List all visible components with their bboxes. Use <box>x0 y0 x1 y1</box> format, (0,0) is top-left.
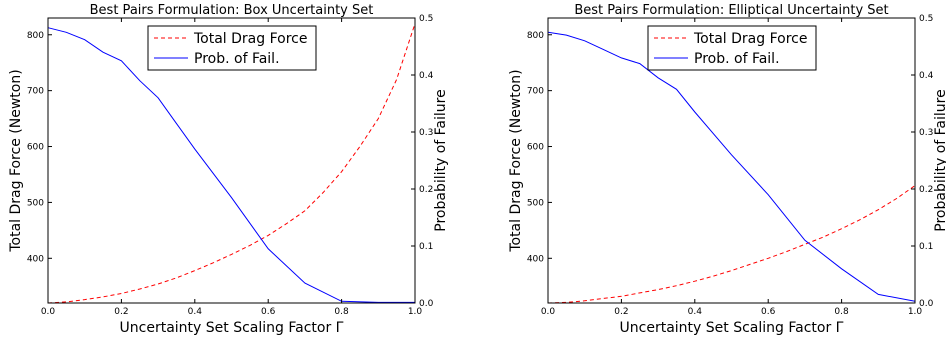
x-tick-label: 0.6 <box>761 307 776 317</box>
x-tick-label: 0.8 <box>834 307 849 317</box>
y2-tick-label: 0.2 <box>919 185 933 195</box>
y2-tick-label: 0.4 <box>419 71 434 81</box>
legend: Total Drag Force Prob. of Fail. <box>647 25 817 71</box>
series-line-prob-of-fail <box>47 27 415 303</box>
y2-axis-label: Probability of Failure <box>433 89 449 231</box>
x-axis-label: Uncertainty Set Scaling Factor Γ <box>620 320 844 336</box>
x-tick-label: 1.0 <box>408 307 423 317</box>
x-tick-label: 0.0 <box>541 307 556 317</box>
legend-label: Total Drag Force <box>693 31 807 47</box>
y2-tick-label: 0.0 <box>919 299 934 309</box>
y2-tick-label: 0.2 <box>419 185 433 195</box>
x-tick-label: 0.2 <box>114 307 128 317</box>
legend: Total Drag Force Prob. of Fail. <box>147 25 317 71</box>
y-tick-label: 500 <box>527 198 544 208</box>
series-line-total-drag-force <box>47 23 416 304</box>
chart-title: Best Pairs Formulation: Elliptical Uncer… <box>574 3 888 18</box>
chart-1: 0.0 0.2 0.4 0.6 0.8 1.0 400 500 600 700 800 0.0 0.1 0… <box>8 3 449 336</box>
legend-box <box>647 25 817 71</box>
plot-frame <box>547 17 916 304</box>
series-line-prob-of-fail <box>547 31 916 302</box>
x-tick-label: 0.8 <box>334 307 349 317</box>
series-line-total-drag-force <box>547 185 916 304</box>
plot-frame <box>47 17 416 304</box>
x-tick-label: 0.6 <box>261 307 276 317</box>
y2-tick-label: 0.3 <box>919 128 933 138</box>
x-tick-label: 1.0 <box>908 307 923 317</box>
y-tick-label: 700 <box>527 87 544 97</box>
y2-tick-label: 0.4 <box>919 71 934 81</box>
legend-box <box>147 25 317 71</box>
chart-2: 0.0 0.2 0.4 0.6 0.8 1.0 400 500 600 700 800 0.0 0.1 0… <box>508 3 946 336</box>
y2-tick-label: 0.1 <box>419 242 433 252</box>
legend-label: Total Drag Force <box>193 31 307 47</box>
y2-tick-label: 0.0 <box>419 299 434 309</box>
y-tick-label: 500 <box>27 198 44 208</box>
y-tick-label: 800 <box>527 31 544 41</box>
y-tick-label: 400 <box>27 254 44 264</box>
chart-title: Best Pairs Formulation: Box Uncertainty … <box>90 3 374 18</box>
y2-tick-label: 0.5 <box>919 14 933 24</box>
y2-axis-label: Probability of Failure <box>933 89 946 231</box>
y-axis-label: Total Drag Force (Newton) <box>508 69 524 252</box>
x-tick-label: 0.4 <box>688 307 703 317</box>
y2-tick-label: 0.3 <box>419 128 433 138</box>
x-tick-label: 0.0 <box>41 307 56 317</box>
y-axis-label: Total Drag Force (Newton) <box>8 69 24 252</box>
y2-tick-label: 0.5 <box>419 14 433 24</box>
y-tick-label: 400 <box>527 254 544 264</box>
x-tick-label: 0.4 <box>188 307 203 317</box>
y-tick-label: 600 <box>27 143 44 153</box>
y2-tick-label: 0.1 <box>919 242 933 252</box>
y-tick-label: 700 <box>27 87 44 97</box>
x-axis-label: Uncertainty Set Scaling Factor Γ <box>120 320 344 336</box>
y-tick-label: 600 <box>527 143 544 153</box>
legend-label: Prob. of Fail. <box>194 51 280 67</box>
legend-label: Prob. of Fail. <box>694 51 780 67</box>
x-tick-label: 0.2 <box>614 307 628 317</box>
y-tick-label: 800 <box>27 31 44 41</box>
